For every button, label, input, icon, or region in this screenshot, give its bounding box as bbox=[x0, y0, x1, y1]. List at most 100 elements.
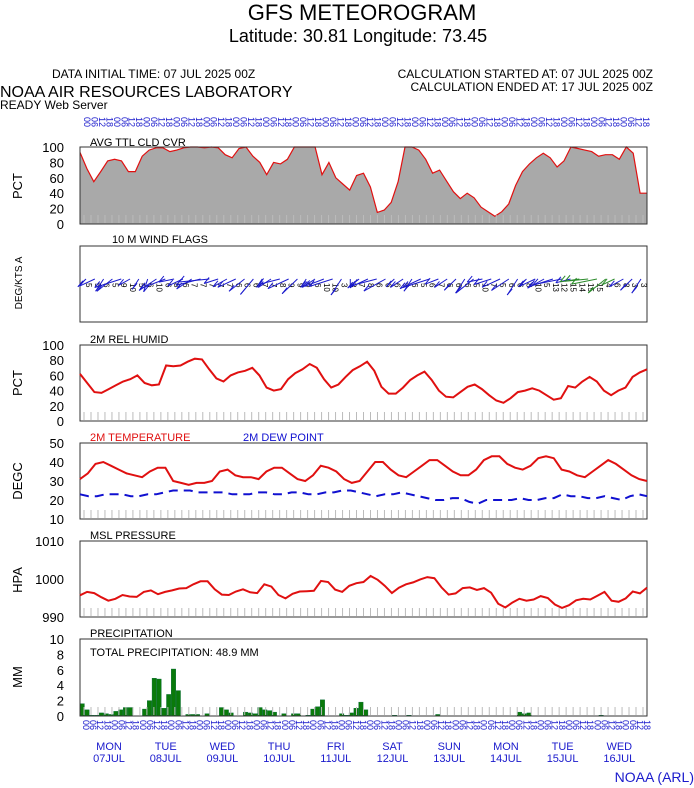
wind-barb-flag bbox=[519, 279, 526, 287]
wind-speed-label: 6 bbox=[181, 283, 190, 288]
date-label: 12JUL bbox=[377, 753, 409, 765]
wind-barb bbox=[212, 278, 228, 288]
wind-barb-flag bbox=[517, 280, 524, 288]
wind-speed-label: 7 bbox=[225, 283, 234, 288]
bottom-hour-label: 00 bbox=[138, 720, 148, 730]
bottom-hour-label: 18 bbox=[244, 720, 254, 730]
bottom-hour-label: 18 bbox=[159, 720, 169, 730]
bottom-hour-label: 06 bbox=[88, 720, 98, 730]
wind-barb bbox=[94, 278, 122, 288]
wind-barb-flag bbox=[217, 281, 224, 288]
day-of-week-label: TUE bbox=[155, 741, 177, 753]
cloud-ylabel: PCT bbox=[10, 173, 25, 199]
bottom-hour-label: 18 bbox=[188, 720, 198, 730]
wind-barb-flag bbox=[203, 277, 210, 284]
top-hour-label: 12 bbox=[574, 117, 584, 127]
precip-bar bbox=[243, 711, 248, 717]
wind-barb-flag bbox=[529, 280, 535, 287]
wind-speed-label: 7 bbox=[260, 283, 269, 288]
date-label: 16JUL bbox=[603, 753, 635, 765]
wind-ylabel: DEG/KTS A bbox=[14, 256, 25, 309]
wind-barb-flag bbox=[559, 275, 566, 283]
wind-barb-flag bbox=[466, 275, 473, 283]
wind-barb bbox=[467, 278, 483, 283]
top-hour-label: 18 bbox=[313, 117, 323, 127]
data-initial-time: DATA INITIAL TIME: 07 JUL 2025 00Z bbox=[52, 67, 255, 81]
bottom-hour-label: 18 bbox=[443, 720, 453, 730]
wind-speed-label: 6 bbox=[454, 283, 463, 288]
bottom-hour-label: 06 bbox=[628, 720, 638, 730]
bottom-hour-label: 18 bbox=[330, 720, 340, 730]
day-of-week-label: WED bbox=[210, 741, 236, 753]
bottom-hour-label: 06 bbox=[259, 720, 269, 730]
press-ytick-label: 1000 bbox=[35, 572, 64, 587]
top-hour-label: 06 bbox=[298, 117, 308, 127]
bottom-hour-label: 18 bbox=[273, 720, 283, 730]
bottom-hour-label: 12 bbox=[266, 720, 276, 730]
cloud-ytick-label: 0 bbox=[57, 217, 64, 232]
top-hour-label: 00 bbox=[231, 117, 241, 127]
bottom-hour-label: 06 bbox=[372, 720, 382, 730]
wind-barb bbox=[587, 278, 607, 294]
wind-barb-flag bbox=[212, 280, 219, 288]
noaa-credit: NOAA (ARL) bbox=[615, 769, 694, 785]
bottom-hour-label: 06 bbox=[315, 720, 325, 730]
wind-speed-label: 8 bbox=[278, 283, 287, 288]
wind-barb bbox=[304, 278, 325, 287]
bottom-hour-label: 18 bbox=[642, 720, 652, 730]
bottom-hour-label: 18 bbox=[358, 720, 368, 730]
bottom-hour-label: 18 bbox=[472, 720, 482, 730]
wind-barb-flag bbox=[351, 279, 358, 286]
precip-bar bbox=[84, 709, 90, 717]
wind-speed-label: 14 bbox=[577, 283, 586, 292]
top-hour-label: 00 bbox=[261, 117, 271, 127]
wind-barb-flag bbox=[601, 278, 608, 286]
bottom-hour-label: 18 bbox=[585, 720, 595, 730]
wind-barb-flag bbox=[281, 287, 288, 295]
wind-speed-label: 6 bbox=[410, 283, 419, 288]
wind-speed-label: 7 bbox=[489, 283, 498, 288]
wind-barb-flag bbox=[608, 280, 615, 288]
bottom-hour-label: 06 bbox=[202, 720, 212, 730]
wind-barb bbox=[481, 278, 501, 288]
wind-barb bbox=[571, 278, 598, 285]
top-hour-label: 18 bbox=[134, 117, 144, 127]
top-hour-label: 06 bbox=[626, 117, 636, 127]
wind-barb-flag bbox=[267, 282, 274, 289]
top-hour-label: 00 bbox=[171, 117, 181, 127]
wind-barb-flag bbox=[399, 282, 406, 289]
bottom-hour-label: 00 bbox=[109, 720, 119, 730]
top-hour-label: 12 bbox=[246, 117, 256, 127]
wind-speed-label: 7 bbox=[436, 283, 445, 288]
bottom-hour-label: 12 bbox=[635, 720, 645, 730]
wind-barb bbox=[267, 278, 289, 290]
wind-barb-flag bbox=[587, 286, 594, 294]
top-hour-label: 18 bbox=[194, 117, 204, 127]
top-hour-label: 06 bbox=[537, 117, 547, 127]
bottom-hour-label: 00 bbox=[621, 720, 631, 730]
top-hour-label: 12 bbox=[484, 117, 494, 127]
humid-ytick-label: 60 bbox=[50, 368, 64, 383]
bottom-hour-label: 12 bbox=[180, 720, 190, 730]
precip-ytick-label: 8 bbox=[57, 647, 64, 662]
top-hour-label: 18 bbox=[432, 117, 442, 127]
wind-barb bbox=[203, 278, 219, 284]
wind-speed-label: 6 bbox=[243, 283, 252, 288]
top-hour-label: 00 bbox=[410, 117, 420, 127]
precip-bar bbox=[315, 706, 321, 717]
top-hour-label: 12 bbox=[276, 117, 286, 127]
bottom-time-axis: 0006121800061218000612180006121800061218… bbox=[81, 720, 652, 765]
bottom-hour-label: 12 bbox=[124, 720, 134, 730]
wind-barb-flag bbox=[571, 277, 577, 285]
location-label: Latitude: 30.81 Longitude: 73.45 bbox=[229, 26, 487, 46]
bottom-hour-label: 00 bbox=[422, 720, 432, 730]
date-label: 10JUL bbox=[263, 753, 295, 765]
bottom-hour-label: 00 bbox=[251, 720, 261, 730]
date-label: 13JUL bbox=[433, 753, 465, 765]
humid-frame bbox=[79, 344, 648, 422]
temp-ytick-label: 40 bbox=[50, 455, 64, 470]
press-title: MSL PRESSURE bbox=[90, 530, 176, 542]
